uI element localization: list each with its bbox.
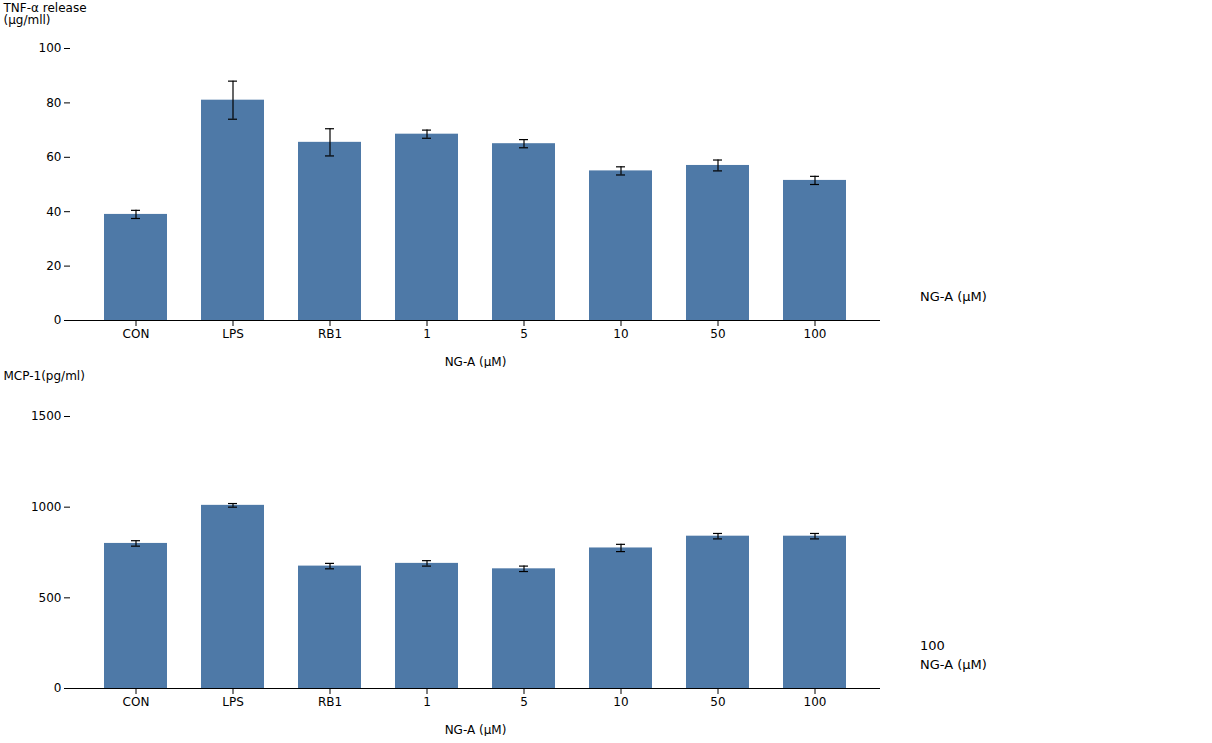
svg-text:100: 100 <box>804 695 827 709</box>
svg-text:100: 100 <box>39 41 62 55</box>
svg-text:20: 20 <box>46 259 61 273</box>
svg-text:0: 0 <box>54 681 62 695</box>
svg-text:RB1: RB1 <box>318 327 342 341</box>
html-text:NG-A (μM): NG-A (μM) <box>920 657 987 672</box>
svg-text:LPS: LPS <box>222 695 244 709</box>
svg-text:NG-A (μM): NG-A (μM) <box>445 723 507 737</box>
svg-text:50: 50 <box>710 327 725 341</box>
svg-text:5: 5 <box>520 695 528 709</box>
svg-text:60: 60 <box>46 150 61 164</box>
svg-text:1: 1 <box>423 327 431 341</box>
svg-text:1000: 1000 <box>31 500 62 514</box>
svg-text:50: 50 <box>710 695 725 709</box>
svg-text:10: 10 <box>613 327 628 341</box>
svg-text:RB1: RB1 <box>318 695 342 709</box>
svg-text:1: 1 <box>423 695 431 709</box>
svg-text:CON: CON <box>123 327 150 341</box>
svg-text:80: 80 <box>46 96 61 110</box>
svg-text:TNF-α release(μg/mll): TNF-α release(μg/mll) <box>3 1 87 27</box>
svg-text:NG-A (μM): NG-A (μM) <box>445 355 507 369</box>
html-text:NG-A (μM): NG-A (μM) <box>920 289 987 304</box>
svg-text:5: 5 <box>520 327 528 341</box>
svg-text:0: 0 <box>54 313 62 327</box>
svg-text:CON: CON <box>123 695 150 709</box>
html-text:100: 100 <box>920 638 945 653</box>
svg-text:LPS: LPS <box>222 327 244 341</box>
svg-text:40: 40 <box>46 205 61 219</box>
svg-text:500: 500 <box>39 591 62 605</box>
svg-text:10: 10 <box>613 695 628 709</box>
svg-text:1500: 1500 <box>31 409 62 423</box>
svg-text:100: 100 <box>804 327 827 341</box>
svg-text:MCP-1(pg/ml): MCP-1(pg/ml) <box>4 369 85 383</box>
